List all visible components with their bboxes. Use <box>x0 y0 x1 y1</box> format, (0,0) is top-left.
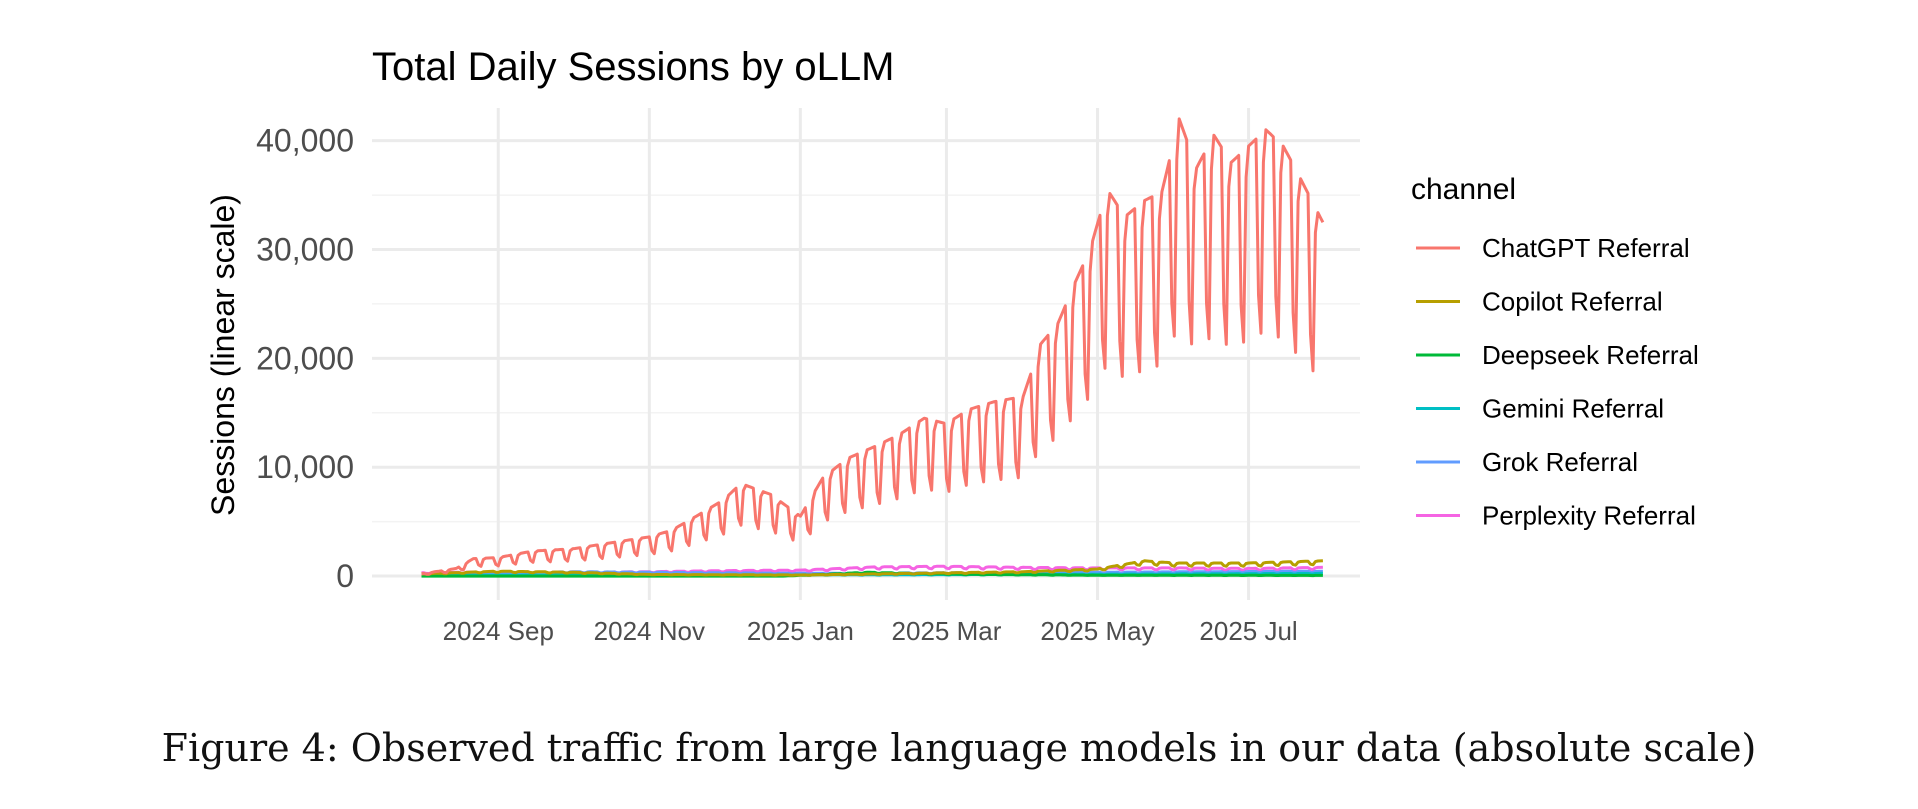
x-tick-label: 2024 Nov <box>594 616 705 646</box>
y-tick-labels: 0 10,000 20,000 30,000 40,000 <box>256 123 354 594</box>
figure-caption: Figure 4: Observed traffic from large la… <box>161 726 1757 770</box>
series-line <box>421 559 1323 577</box>
y-tick-label: 10,000 <box>256 449 354 485</box>
legend-item: Deepseek Referral <box>1416 340 1699 370</box>
x-tick-labels: 2024 Sep 2024 Nov 2025 Jan 2025 Mar 2025 May… <box>443 616 1298 646</box>
legend-label: Deepseek Referral <box>1482 340 1699 370</box>
chart-title: Total Daily Sessions by oLLM <box>372 45 894 89</box>
legend-label: Grok Referral <box>1482 447 1638 477</box>
legend-label: Gemini Referral <box>1482 394 1664 424</box>
plot-series <box>421 117 1325 578</box>
x-tick-label: 2025 Mar <box>892 616 1002 646</box>
legend-label: ChatGPT Referral <box>1482 233 1690 263</box>
legend-item: Grok Referral <box>1416 447 1638 477</box>
legend-items: ChatGPT Referral Copilot Referral Deepseek… <box>1416 233 1699 531</box>
series-line <box>421 117 1325 576</box>
y-tick-label: 0 <box>336 558 354 594</box>
legend-item: Copilot Referral <box>1416 287 1663 317</box>
y-tick-label: 40,000 <box>256 123 354 159</box>
y-tick-label: 20,000 <box>256 340 354 376</box>
legend-item: ChatGPT Referral <box>1416 233 1690 263</box>
x-tick-label: 2025 May <box>1040 616 1154 646</box>
y-tick-label: 30,000 <box>256 232 354 268</box>
legend-label: Perplexity Referral <box>1482 501 1696 531</box>
legend: channel ChatGPT Referral Copilot Referral… <box>1411 173 1699 531</box>
legend-title: channel <box>1411 173 1516 206</box>
legend-label: Copilot Referral <box>1482 287 1663 317</box>
legend-item: Gemini Referral <box>1416 394 1664 424</box>
legend-item: Perplexity Referral <box>1416 501 1696 531</box>
y-axis-label: Sessions (linear scale) <box>205 194 241 516</box>
x-tick-label: 2025 Jul <box>1199 616 1297 646</box>
x-tick-label: 2025 Jan <box>747 616 854 646</box>
x-tick-label: 2024 Sep <box>443 616 554 646</box>
